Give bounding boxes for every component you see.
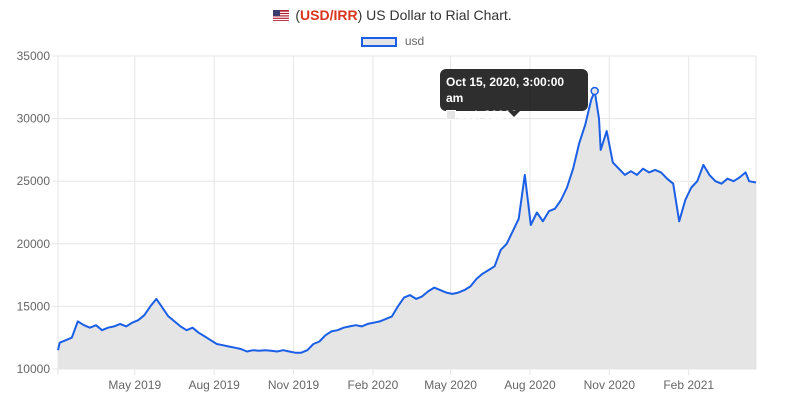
y-tick-label: 30000 (17, 112, 51, 126)
tooltip-title: Oct 15, 2020, 3:00:00 am (446, 75, 565, 105)
legend-label: usd (404, 34, 425, 48)
legend-swatch (360, 37, 397, 47)
currency-pair: USD/IRR (300, 7, 358, 23)
x-tick-label: May 2019 (108, 378, 161, 392)
x-tick-label: Feb 2020 (348, 378, 399, 392)
tooltip-value: usd: 32200 (458, 108, 518, 122)
chart-title: (USD/IRR) US Dollar to Rial Chart. (0, 6, 785, 24)
tooltip-swatch (446, 110, 456, 120)
y-tick-label: 10000 (17, 362, 51, 376)
x-tick-label: Feb 2021 (663, 378, 714, 392)
x-tick-label: Nov 2020 (584, 378, 636, 392)
series-line-usd (57, 90, 757, 354)
highlight-point[interactable] (590, 86, 599, 96)
series-area-usd (58, 91, 756, 369)
tooltip: Oct 15, 2020, 3:00:00 am usd: 32200 (440, 69, 588, 122)
y-tick-label: 35000 (17, 49, 51, 63)
y-axis-ticks: 10000 15000 20000 25000 30000 35000 (17, 49, 51, 376)
x-axis-ticks: May 2019 Aug 2019 Nov 2019 Feb 2020 May 2020… (108, 378, 714, 392)
x-tick-label: Aug 2020 (504, 378, 556, 392)
us-flag-icon (273, 10, 290, 21)
x-tick-label: Nov 2019 (268, 378, 320, 392)
chart-title-text: US Dollar to Rial Chart. (366, 7, 512, 23)
y-tick-label: 20000 (17, 237, 51, 251)
x-tick-label: Aug 2019 (188, 378, 240, 392)
y-tick-label: 15000 (17, 299, 51, 313)
legend[interactable]: usd (0, 34, 785, 48)
tooltip-caret (508, 111, 520, 117)
y-tick-label: 25000 (17, 174, 51, 188)
x-tick-label: May 2020 (424, 378, 477, 392)
